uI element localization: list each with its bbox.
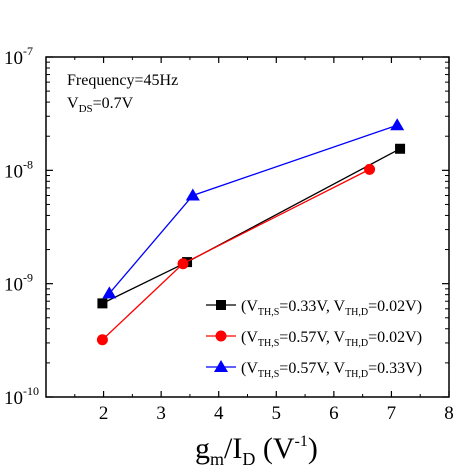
y-axis-ticks <box>46 56 449 398</box>
series-1-point <box>395 143 406 154</box>
x-tick-label: 3 <box>156 403 166 424</box>
xlabel-mid: /I <box>224 432 242 465</box>
legend-label-part: =0.02V) <box>368 298 422 315</box>
legend-label-part: (V <box>241 329 258 346</box>
legend-label: (VTH,S=0.57V, VTH,D=0.33V) <box>241 360 422 380</box>
y-tick-label: 10-10 <box>4 384 39 409</box>
y-tick-exponent: -8 <box>23 157 33 171</box>
legend-label-part: TH,D <box>345 369 368 380</box>
legend-label-part: TH,D <box>345 338 368 349</box>
xlabel-paren-close: ) <box>308 432 318 465</box>
xlabel-sub2: D <box>242 449 255 469</box>
series-3 <box>102 118 405 299</box>
y-tick-label: 10-7 <box>4 44 33 69</box>
y-tick-label: 10-9 <box>4 271 33 296</box>
series-layer <box>96 118 406 346</box>
xlabel-base: g <box>195 432 210 465</box>
legend-item-3: (VTH,S=0.57V, VTH,D=0.33V) <box>206 360 422 380</box>
y-tick-mantissa: 10 <box>4 48 23 69</box>
legend-label-part: TH,S <box>258 307 279 318</box>
legend-marker <box>216 300 226 310</box>
legend-label: (VTH,S=0.33V, VTH,D=0.02V) <box>241 298 422 318</box>
vds-sub: DS <box>79 103 93 115</box>
vds-base: V <box>67 95 79 112</box>
y-tick-exponent: -10 <box>23 384 39 398</box>
series-2-point <box>364 163 376 175</box>
series-2 <box>96 163 376 346</box>
xlabel-sub1: m <box>210 449 224 469</box>
series-3-line <box>108 124 398 294</box>
series-2-point <box>96 334 108 346</box>
x-axis-ticks <box>74 57 450 397</box>
series-3-point <box>102 286 117 299</box>
legend-marker <box>214 360 228 372</box>
x-tick-label: 5 <box>272 403 282 424</box>
legend-item-2: (VTH,S=0.57V, VTH,D=0.02V) <box>206 329 422 349</box>
series-1 <box>97 143 406 309</box>
x-tick-label: 8 <box>444 403 454 424</box>
legend-label-part: (V <box>241 360 258 377</box>
legend: (VTH,S=0.33V, VTH,D=0.02V)(VTH,S=0.57V, … <box>206 298 422 380</box>
series-1-point <box>97 298 108 309</box>
xlabel-sup: -1 <box>295 433 308 450</box>
legend-label-part: =0.33V) <box>368 360 422 377</box>
legend-label-part: (V <box>241 298 258 315</box>
x-axis-title: gm/ID (V-1) <box>195 432 318 469</box>
vds-annotation: VDS=0.7V <box>67 95 134 115</box>
legend-marker <box>215 330 227 342</box>
legend-label-part: =0.02V) <box>368 329 422 346</box>
x-tick-label: 4 <box>214 403 224 424</box>
y-tick-label: 10-8 <box>4 157 33 182</box>
legend-label-part: TH,S <box>258 338 279 349</box>
y-tick-exponent: -7 <box>23 44 33 58</box>
legend-item-1: (VTH,S=0.33V, VTH,D=0.02V) <box>206 298 422 318</box>
xlabel-paren-open: (V <box>255 432 294 465</box>
vds-value: =0.7V <box>93 95 134 112</box>
x-tick-labels: 2 3 4 5 6 7 8 <box>99 403 454 424</box>
x-tick-label: 2 <box>99 403 109 424</box>
legend-label: (VTH,S=0.57V, VTH,D=0.02V) <box>241 329 422 349</box>
x-tick-label: 7 <box>387 403 397 424</box>
legend-label-part: =0.33V, V <box>279 298 345 315</box>
x-tick-label: 6 <box>329 403 339 424</box>
legend-label-part: TH,D <box>345 307 368 318</box>
legend-label-part: =0.57V, V <box>279 360 345 377</box>
series-1-line <box>102 148 401 304</box>
series-3-point <box>185 188 200 201</box>
y-tick-mantissa: 10 <box>4 275 23 296</box>
legend-label-part: TH,S <box>258 369 279 380</box>
y-tick-mantissa: 10 <box>4 388 23 409</box>
legend-label-part: =0.57V, V <box>279 329 345 346</box>
series-3-point <box>390 118 405 131</box>
y-tick-mantissa: 10 <box>4 161 23 182</box>
frequency-annotation: Frequency=45Hz <box>67 72 178 89</box>
y-tick-exponent: -9 <box>23 271 33 285</box>
series-2-point <box>177 258 189 270</box>
